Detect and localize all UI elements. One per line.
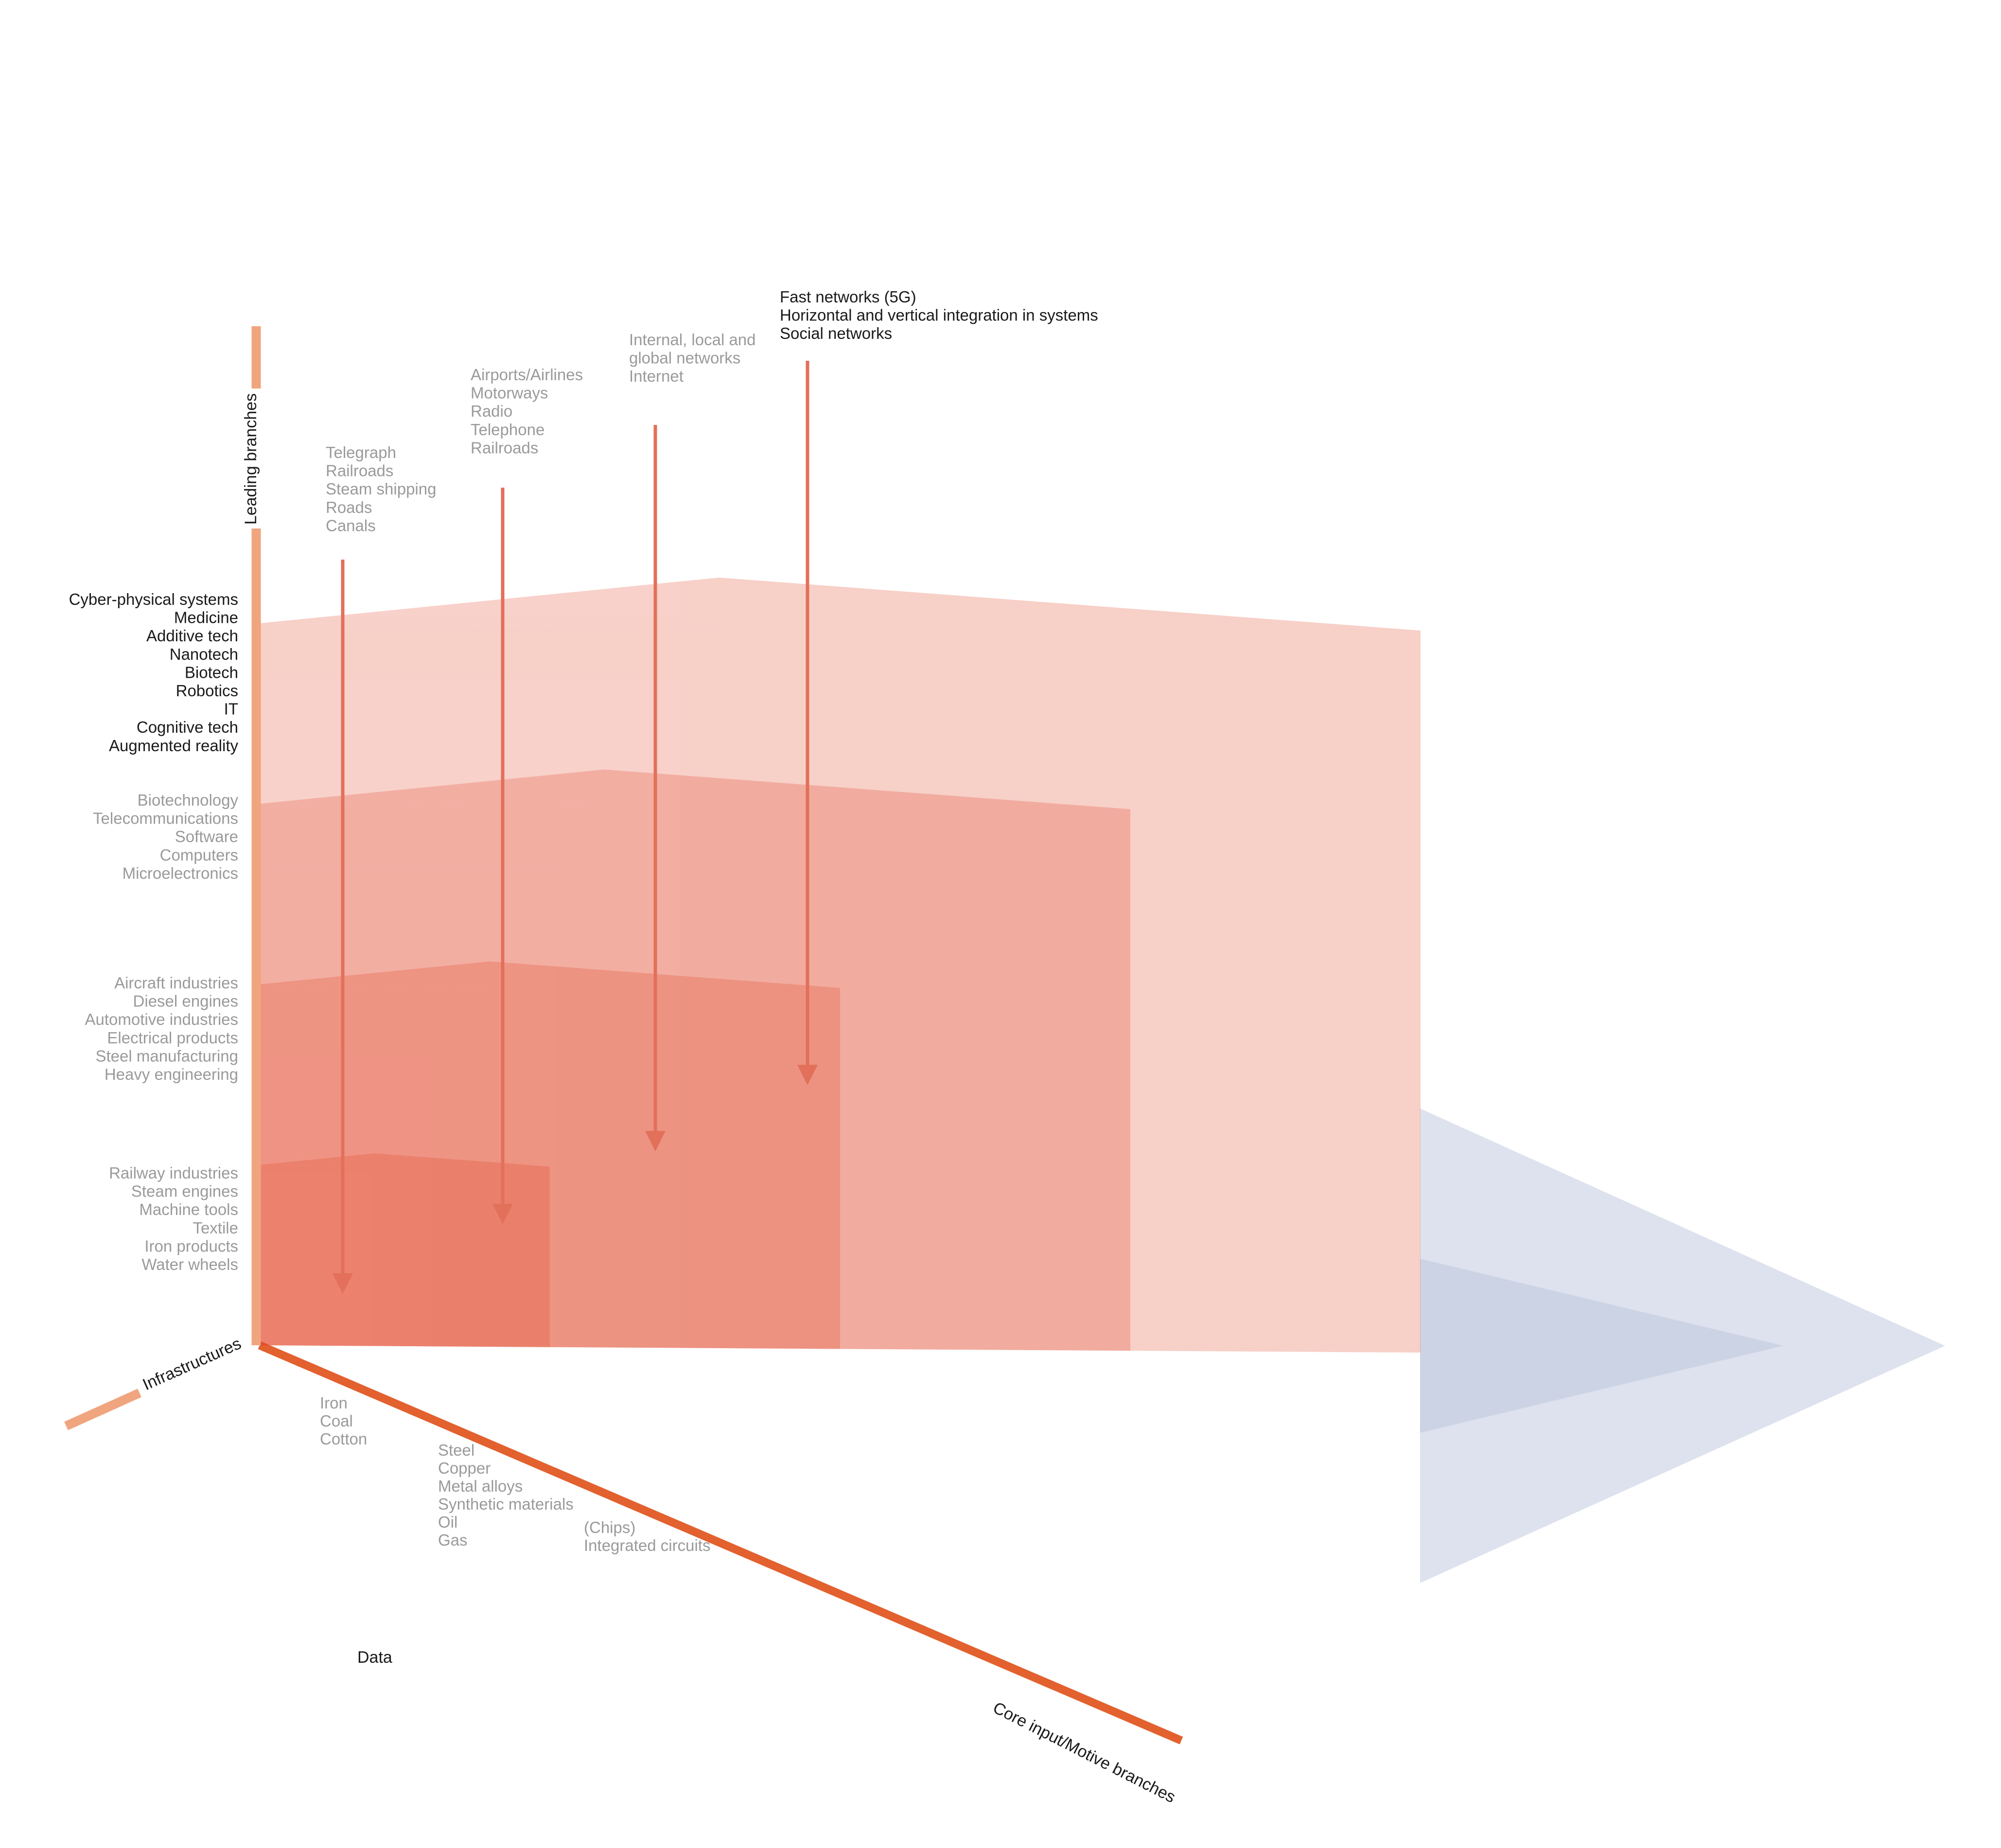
svg-text:Horizontal and vertical integr: Horizontal and vertical integration in s…	[780, 306, 1098, 324]
svg-text:Gas: Gas	[438, 1531, 468, 1549]
svg-text:Robotics: Robotics	[176, 682, 238, 700]
svg-text:Telephone: Telephone	[471, 421, 544, 439]
svg-text:Automotive industries: Automotive industries	[85, 1010, 238, 1028]
svg-text:Iron: Iron	[320, 1394, 348, 1412]
svg-text:Textile: Textile	[193, 1219, 238, 1237]
svg-text:Railroads: Railroads	[326, 462, 393, 480]
svg-text:Internet: Internet	[629, 367, 684, 385]
svg-text:Metal alloys: Metal alloys	[438, 1477, 523, 1495]
svg-text:Heavy engineering: Heavy engineering	[105, 1065, 238, 1083]
svg-text:Railroads: Railroads	[471, 439, 538, 457]
svg-text:Integrated circuits: Integrated circuits	[584, 1536, 710, 1554]
svg-text:Cognitive tech: Cognitive tech	[137, 718, 238, 736]
svg-text:Airports/Airlines: Airports/Airlines	[471, 366, 583, 384]
svg-text:Computers: Computers	[160, 846, 238, 864]
svg-text:(Chips): (Chips)	[584, 1518, 635, 1536]
svg-text:Data: Data	[357, 1648, 392, 1667]
svg-text:Iron products: Iron products	[144, 1237, 238, 1255]
svg-text:Biotech: Biotech	[185, 663, 238, 681]
svg-text:Core input/Motive branches: Core input/Motive branches	[990, 1698, 1178, 1807]
svg-text:Biotechnology: Biotechnology	[138, 791, 239, 809]
svg-text:Diesel engines: Diesel engines	[133, 992, 238, 1010]
svg-text:Medicine: Medicine	[174, 609, 238, 627]
svg-text:Leading branches: Leading branches	[242, 393, 260, 525]
svg-text:Steel manufacturing: Steel manufacturing	[95, 1047, 238, 1065]
svg-text:Infrastructures: Infrastructures	[140, 1334, 244, 1394]
svg-text:Steel: Steel	[438, 1441, 474, 1459]
svg-text:IT: IT	[224, 700, 238, 718]
svg-text:Additive tech: Additive tech	[146, 627, 238, 645]
svg-text:Railway industries: Railway industries	[109, 1164, 238, 1182]
svg-text:Cyber-physical systems: Cyber-physical systems	[69, 590, 238, 608]
svg-text:Canals: Canals	[326, 516, 376, 534]
svg-text:Machine tools: Machine tools	[139, 1200, 238, 1218]
svg-text:Software: Software	[175, 827, 238, 845]
svg-text:Steam engines: Steam engines	[131, 1182, 238, 1200]
svg-text:Radio: Radio	[471, 402, 512, 420]
svg-text:Social networks: Social networks	[780, 324, 892, 342]
svg-text:Telecommunications: Telecommunications	[93, 810, 238, 827]
svg-text:Motorways: Motorways	[471, 384, 548, 402]
svg-text:Telegraph: Telegraph	[326, 443, 396, 461]
svg-text:Augmented reality: Augmented reality	[109, 737, 238, 755]
svg-text:Water wheels: Water wheels	[141, 1255, 238, 1273]
svg-text:Oil: Oil	[438, 1513, 457, 1531]
svg-text:Aircraft industries: Aircraft industries	[114, 974, 238, 992]
svg-text:Cotton: Cotton	[320, 1430, 367, 1448]
svg-text:Steam shipping: Steam shipping	[326, 480, 436, 498]
svg-text:Internal, local and: Internal, local and	[629, 331, 756, 349]
svg-text:Fast networks (5G): Fast networks (5G)	[780, 288, 916, 306]
svg-text:Nanotech: Nanotech	[170, 645, 238, 663]
svg-text:Copper: Copper	[438, 1459, 491, 1477]
svg-text:Synthetic materials: Synthetic materials	[438, 1495, 574, 1513]
svg-text:Microelectronics: Microelectronics	[123, 864, 238, 882]
svg-text:Coal: Coal	[320, 1412, 353, 1430]
svg-text:Roads: Roads	[326, 498, 372, 516]
svg-text:Electrical products: Electrical products	[107, 1029, 238, 1047]
svg-text:global networks: global networks	[629, 349, 740, 367]
